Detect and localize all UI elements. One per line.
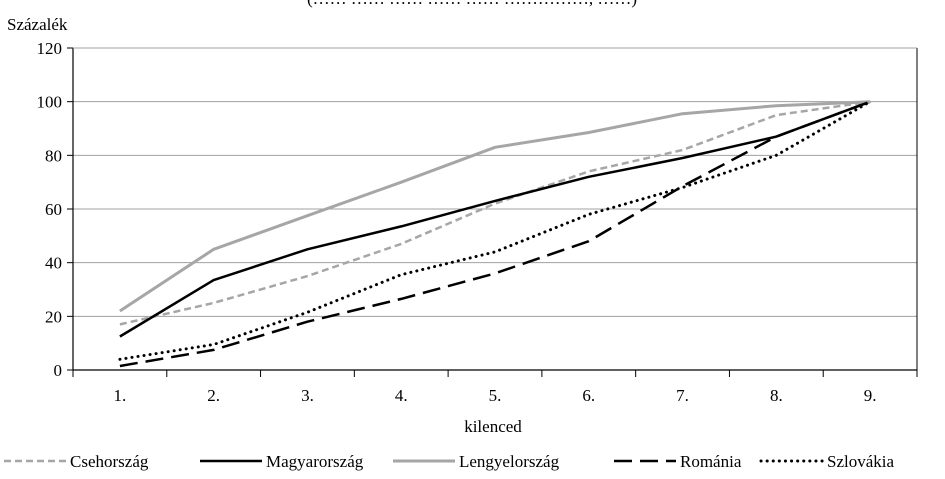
chart-title-clipped: (…… …… …… …… …… ……………, ……) bbox=[307, 0, 637, 8]
y-tick-labels: 0 20 40 60 80 100 120 bbox=[37, 39, 73, 380]
series-line-csehország bbox=[119, 100, 871, 326]
x-tick-label: 1. bbox=[114, 386, 127, 405]
legend-label: Románia bbox=[680, 452, 742, 471]
x-tick-label: 6. bbox=[582, 386, 595, 405]
x-tick-label: 4. bbox=[395, 386, 408, 405]
y-tick-label: 120 bbox=[37, 39, 63, 58]
x-tick-label: 8. bbox=[770, 386, 783, 405]
y-tick-label: 0 bbox=[54, 361, 63, 380]
y-tick-label: 80 bbox=[45, 146, 62, 165]
legend-label: Lengyelország bbox=[459, 452, 560, 471]
x-tick-label: 5. bbox=[489, 386, 502, 405]
y-tick-label: 40 bbox=[45, 254, 62, 273]
series-line-szlovákia bbox=[118, 100, 872, 361]
gridlines bbox=[73, 47, 917, 317]
series-line-magyarország bbox=[119, 100, 871, 338]
x-axis-title: kilenced bbox=[464, 417, 522, 436]
x-tick-label: 7. bbox=[676, 386, 689, 405]
x-tick-label: 2. bbox=[207, 386, 220, 405]
legend-label: Csehország bbox=[70, 452, 149, 471]
x-tick-label: 9. bbox=[864, 386, 877, 405]
series-line-románia bbox=[119, 100, 871, 368]
x-tick-labels: 1. 2. 3. 4. 5. 6. 7. 8. 9. bbox=[72, 370, 918, 405]
legend: Csehország Magyarország Lengyelország Román… bbox=[4, 452, 894, 471]
series-line-lengyelország bbox=[119, 100, 871, 313]
x-tick-label: 3. bbox=[301, 386, 314, 405]
y-tick-label: 100 bbox=[37, 93, 63, 112]
y-axis-title: Százalék bbox=[7, 15, 68, 34]
series-lines bbox=[118, 100, 872, 368]
y-tick-label: 20 bbox=[45, 307, 62, 326]
legend-label: Magyarország bbox=[266, 452, 364, 471]
legend-label: Szlovákia bbox=[827, 452, 894, 471]
y-tick-label: 60 bbox=[45, 200, 62, 219]
